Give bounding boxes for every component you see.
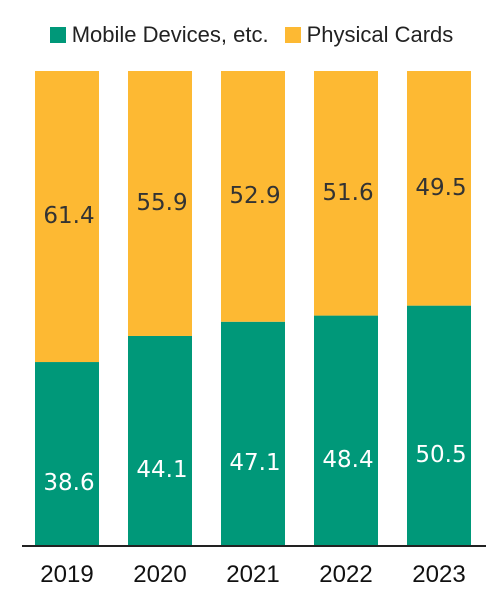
x-tick-label-2020: 2020 (133, 561, 186, 588)
bar-mobile-2021 (221, 321, 285, 545)
legend-swatch-cards (284, 27, 301, 43)
data-label-cards-2023: 49.5 (415, 175, 466, 201)
x-tick-label-2019: 2019 (40, 561, 93, 588)
data-label-cards-2021: 52.9 (229, 183, 280, 209)
bar-mobile-2022 (314, 315, 378, 545)
bar-mobile-2023 (407, 305, 471, 545)
x-tick-label-2023: 2023 (412, 561, 465, 588)
data-label-cards-2022: 51.6 (322, 180, 373, 206)
data-label-mobile-2020: 44.1 (136, 457, 187, 483)
x-tick-label-2021: 2021 (226, 561, 279, 588)
data-label-mobile-2023: 50.5 (415, 442, 466, 468)
legend-label-mobile: Mobile Devices, etc. (71, 22, 269, 47)
data-label-mobile-2019: 38.6 (43, 470, 94, 496)
legend-item-mobile: Mobile Devices, etc. (49, 22, 269, 48)
legend-label-cards: Physical Cards (306, 22, 454, 47)
bar-cards-2021 (221, 71, 285, 322)
bar-mobile-2020 (128, 335, 192, 545)
legend-swatch-mobile (49, 27, 66, 43)
bar-cards-2020 (128, 71, 192, 336)
bar-cards-2019 (35, 71, 99, 363)
bar-mobile-2019 (35, 362, 99, 545)
legend-item-cards: Physical Cards (284, 22, 454, 48)
data-label-cards-2020: 55.9 (136, 190, 187, 216)
data-label-mobile-2021: 47.1 (229, 450, 280, 476)
x-tick-label-2022: 2022 (319, 561, 372, 588)
bar-cards-2022 (314, 71, 378, 316)
data-label-cards-2019: 61.4 (43, 203, 94, 229)
legend: Mobile Devices, etc. Physical Cards (0, 18, 503, 52)
data-label-mobile-2022: 48.4 (322, 447, 373, 473)
bar-cards-2023 (407, 71, 471, 306)
